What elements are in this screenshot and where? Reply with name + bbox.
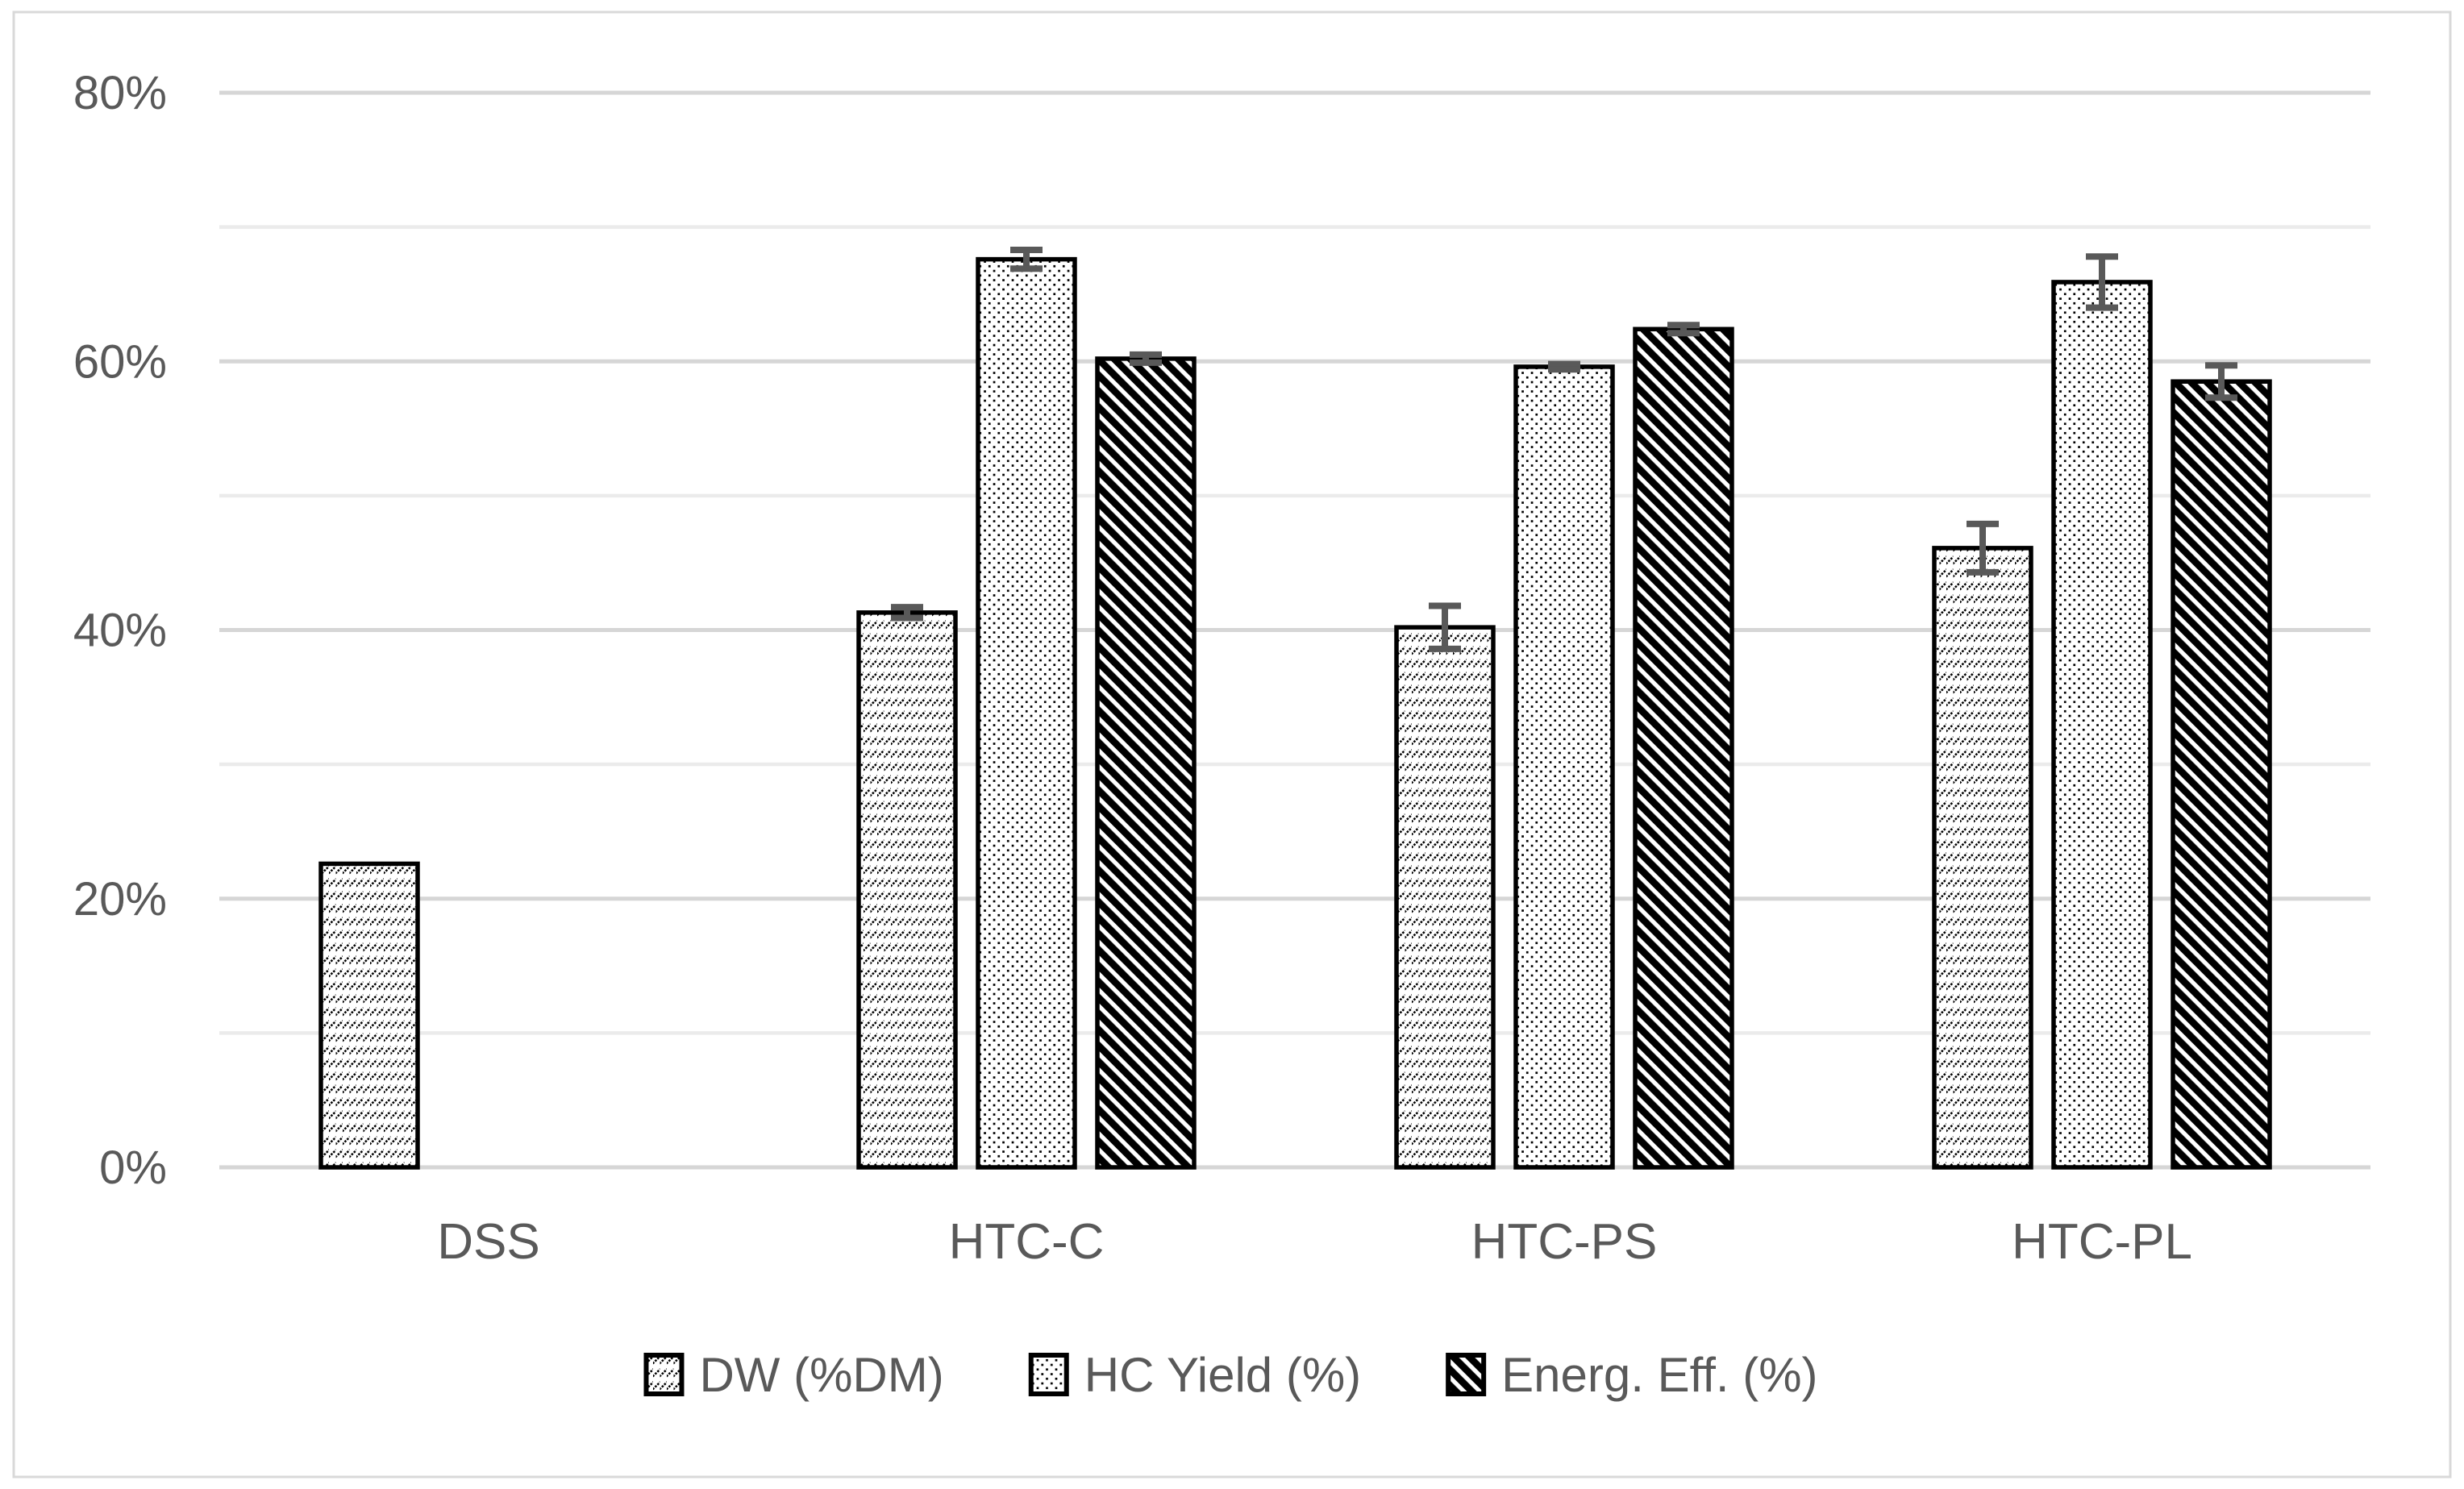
x-category-label-DSS: DSS: [437, 1214, 539, 1270]
bar-HTC-PL-HC Yield (%): [2051, 280, 2153, 1170]
y-tick-label-80%: 80%: [73, 67, 167, 119]
error-bar-HTC-PS-Energ. Eff. (%): [1667, 322, 1700, 337]
legend-item-Energ. Eff. (%): Energ. Eff. (%): [1446, 1348, 1818, 1402]
legend: DW (%DM) HC Yield (%) Energ. Eff. (%): [643, 1348, 1818, 1402]
legend-swatch-dots-icon: [1028, 1353, 1069, 1396]
legend-swatch-diag-dash-up-icon: [643, 1353, 685, 1396]
legend-label: DW (%DM): [699, 1348, 943, 1402]
x-category-label-HTC-PL: HTC-PL: [2012, 1214, 2192, 1270]
error-bar-HTC-C-Energ. Eff. (%): [1130, 351, 1162, 366]
error-bars-layer: [891, 246, 2237, 652]
chart-outer-border: [12, 10, 2452, 1479]
y-tick-label-40%: 40%: [73, 605, 167, 657]
error-bar-HTC-C-HC Yield (%): [1010, 246, 1043, 272]
error-bar-HTC-PL-DW (%DM): [1967, 520, 1999, 576]
bar-HTC-PS-Energ. Eff. (%): [1633, 326, 1734, 1170]
bar-HTC-PS-DW (%DM): [1394, 625, 1496, 1170]
legend-item-HC Yield (%): HC Yield (%): [1028, 1348, 1361, 1402]
error-bar-HTC-PS-HC Yield (%): [1548, 360, 1580, 373]
legend-label: Energ. Eff. (%): [1501, 1348, 1817, 1402]
x-category-label-HTC-C: HTC-C: [949, 1214, 1105, 1270]
legend-label: HC Yield (%): [1084, 1348, 1361, 1402]
x-category-label-HTC-PS: HTC-PS: [1471, 1214, 1658, 1270]
bars-layer: [318, 256, 2272, 1170]
error-bar-HTC-PL-Energ. Eff. (%): [2205, 362, 2237, 401]
bar-HTC-PS-HC Yield (%): [1513, 364, 1615, 1170]
frame-border-layer: [12, 10, 2452, 1479]
gridlines-layer: [219, 90, 2370, 1170]
y-axis-tick-labels: 0% 20% 40% 60% 80%: [73, 67, 167, 1194]
legend-swatch-diag-wide-down-icon: [1446, 1353, 1487, 1396]
error-bar-HTC-PS-DW (%DM): [1429, 602, 1461, 652]
bar-HTC-C-Energ. Eff. (%): [1095, 356, 1197, 1170]
y-tick-label-20%: 20%: [73, 873, 167, 925]
y-tick-label-60%: 60%: [73, 335, 167, 388]
error-bar-HTC-PL-HC Yield (%): [2086, 253, 2118, 311]
error-bar-HTC-C-DW (%DM): [891, 604, 923, 622]
bar-DSS-DW (%DM): [318, 861, 420, 1170]
bar-HTC-PL-DW (%DM): [1932, 546, 2033, 1170]
bar-HTC-PL-Energ. Eff. (%): [2171, 379, 2272, 1170]
x-axis-category-labels: DSS HTC-C HTC-PS HTC-PL: [437, 1214, 2192, 1270]
legend-item-DW (%DM): DW (%DM): [643, 1348, 944, 1402]
y-tick-label-0%: 0%: [99, 1142, 167, 1194]
bar-HTC-C-DW (%DM): [856, 610, 958, 1170]
bar-HTC-C-HC Yield (%): [976, 256, 1077, 1170]
